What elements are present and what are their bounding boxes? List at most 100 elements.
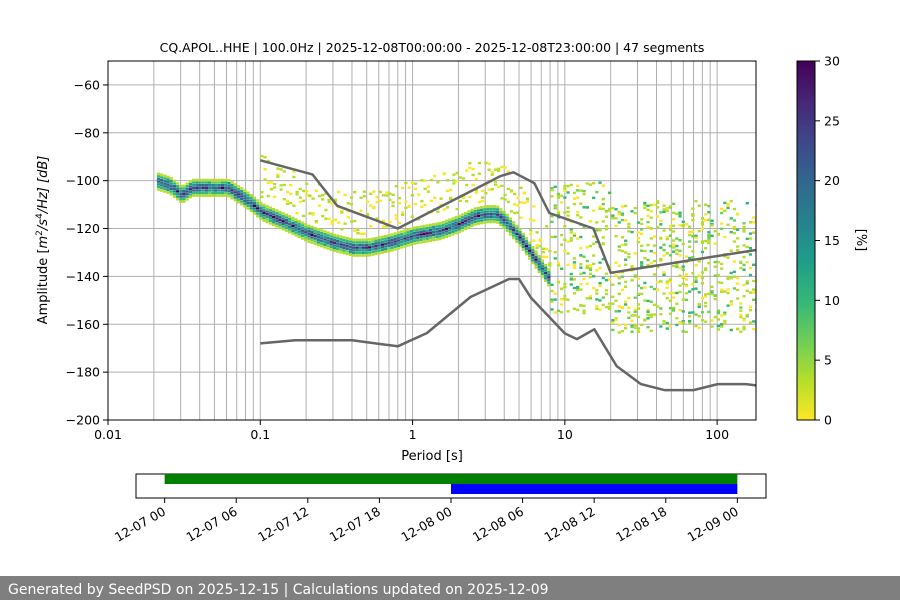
psd-bin xyxy=(694,287,698,290)
psd-bin xyxy=(259,212,263,215)
psd-bin xyxy=(707,235,711,238)
psd-bin xyxy=(496,210,500,214)
psd-bin xyxy=(524,237,529,240)
timeline-ticks: 12-07 00 12-07 06 12-07 12 12-07 18 12-08 00… xyxy=(112,498,741,545)
psd-bin xyxy=(448,229,452,232)
psd-bin xyxy=(278,216,282,219)
psd-bin xyxy=(617,305,621,308)
y-tick-label: −160 xyxy=(66,317,100,332)
psd-bin xyxy=(198,181,202,184)
psd-bin xyxy=(563,238,567,241)
psd-bin xyxy=(678,249,682,253)
psd-bin xyxy=(675,252,679,256)
psd-bin xyxy=(295,193,299,196)
psd-bin xyxy=(249,194,253,197)
psd-bin xyxy=(348,248,353,251)
psd-bin xyxy=(537,270,541,274)
psd-bin xyxy=(620,213,625,217)
psd-bin xyxy=(172,190,177,193)
psd-bin xyxy=(185,192,189,196)
psd-bin xyxy=(409,227,413,230)
psd-bin xyxy=(188,190,193,194)
psd-bin xyxy=(512,231,516,235)
psd-bin xyxy=(384,234,388,238)
psd-bin xyxy=(516,204,520,207)
psd-bin xyxy=(553,204,557,207)
psd-bin xyxy=(333,199,338,203)
psd-bin xyxy=(269,181,274,184)
psd-bin xyxy=(752,327,756,331)
psd-bin xyxy=(742,327,746,331)
psd-bin xyxy=(343,222,347,225)
psd-bin xyxy=(646,214,650,217)
psd-bin xyxy=(390,235,394,239)
psd-bin xyxy=(684,284,689,288)
psd-bin xyxy=(509,210,514,213)
psd-bin xyxy=(320,229,324,232)
psd-bin xyxy=(310,231,314,234)
psd-bin xyxy=(409,232,413,236)
psd-bin xyxy=(560,243,564,246)
y-axis-label: Amplitude [m2/s4/Hz] [dB] xyxy=(35,156,51,325)
psd-bin xyxy=(563,294,567,298)
psd-bin xyxy=(262,211,266,214)
psd-bin xyxy=(441,220,445,224)
psd-bin xyxy=(300,234,305,238)
psd-bin xyxy=(544,266,548,269)
psd-bin xyxy=(324,217,328,220)
psd-bin xyxy=(320,237,324,240)
psd-bin xyxy=(268,209,273,212)
psd-bin xyxy=(374,236,378,240)
psd-bin xyxy=(547,276,551,279)
psd-bin xyxy=(704,218,708,222)
psd-bin xyxy=(313,234,317,238)
psd-bin xyxy=(224,191,228,195)
psd-bin xyxy=(729,271,733,275)
psd-bin xyxy=(460,221,465,224)
psd-bin xyxy=(713,242,717,245)
psd-bin xyxy=(529,232,533,236)
psd-bin xyxy=(569,278,573,281)
psd-bin xyxy=(592,181,596,185)
psd-bin xyxy=(305,193,309,197)
psd-bin xyxy=(576,196,580,199)
psd-bin xyxy=(201,184,205,187)
psd-bin xyxy=(522,201,526,205)
psd-bin xyxy=(739,302,743,305)
psd-bin xyxy=(281,212,285,215)
psd-bin xyxy=(476,217,481,220)
psd-bin xyxy=(227,184,231,187)
psd-bin xyxy=(372,190,376,193)
psd-bin xyxy=(531,248,535,252)
psd-bin xyxy=(496,221,500,224)
psd-bin xyxy=(646,299,650,303)
psd-bin xyxy=(506,170,510,173)
psd-bin xyxy=(163,182,167,185)
psd-bin xyxy=(289,201,293,205)
psd-bin xyxy=(182,197,186,201)
psd-bin xyxy=(396,234,401,237)
psd-bin xyxy=(281,217,285,220)
psd-bin xyxy=(633,326,637,329)
psd-bin xyxy=(668,244,673,248)
psd-bin xyxy=(432,238,436,242)
psd-bin xyxy=(502,216,506,219)
psd-bin xyxy=(745,260,749,264)
psd-bin xyxy=(499,216,503,219)
psd-bin xyxy=(297,230,301,233)
psd-bin xyxy=(611,283,615,286)
psd-bin xyxy=(310,241,314,244)
psd-bin xyxy=(188,180,193,183)
psd-bin xyxy=(672,239,676,242)
psd-bin xyxy=(473,223,477,226)
psd-bin xyxy=(704,295,708,298)
psd-bin xyxy=(553,206,557,209)
psd-bin xyxy=(704,239,708,243)
psd-bin xyxy=(368,251,372,254)
psd-bin xyxy=(627,230,631,233)
psd-bin xyxy=(608,265,612,268)
psd-bin xyxy=(273,186,277,189)
psd-bin xyxy=(288,230,292,234)
psd-bin xyxy=(265,212,269,216)
psd-bin xyxy=(649,227,653,230)
